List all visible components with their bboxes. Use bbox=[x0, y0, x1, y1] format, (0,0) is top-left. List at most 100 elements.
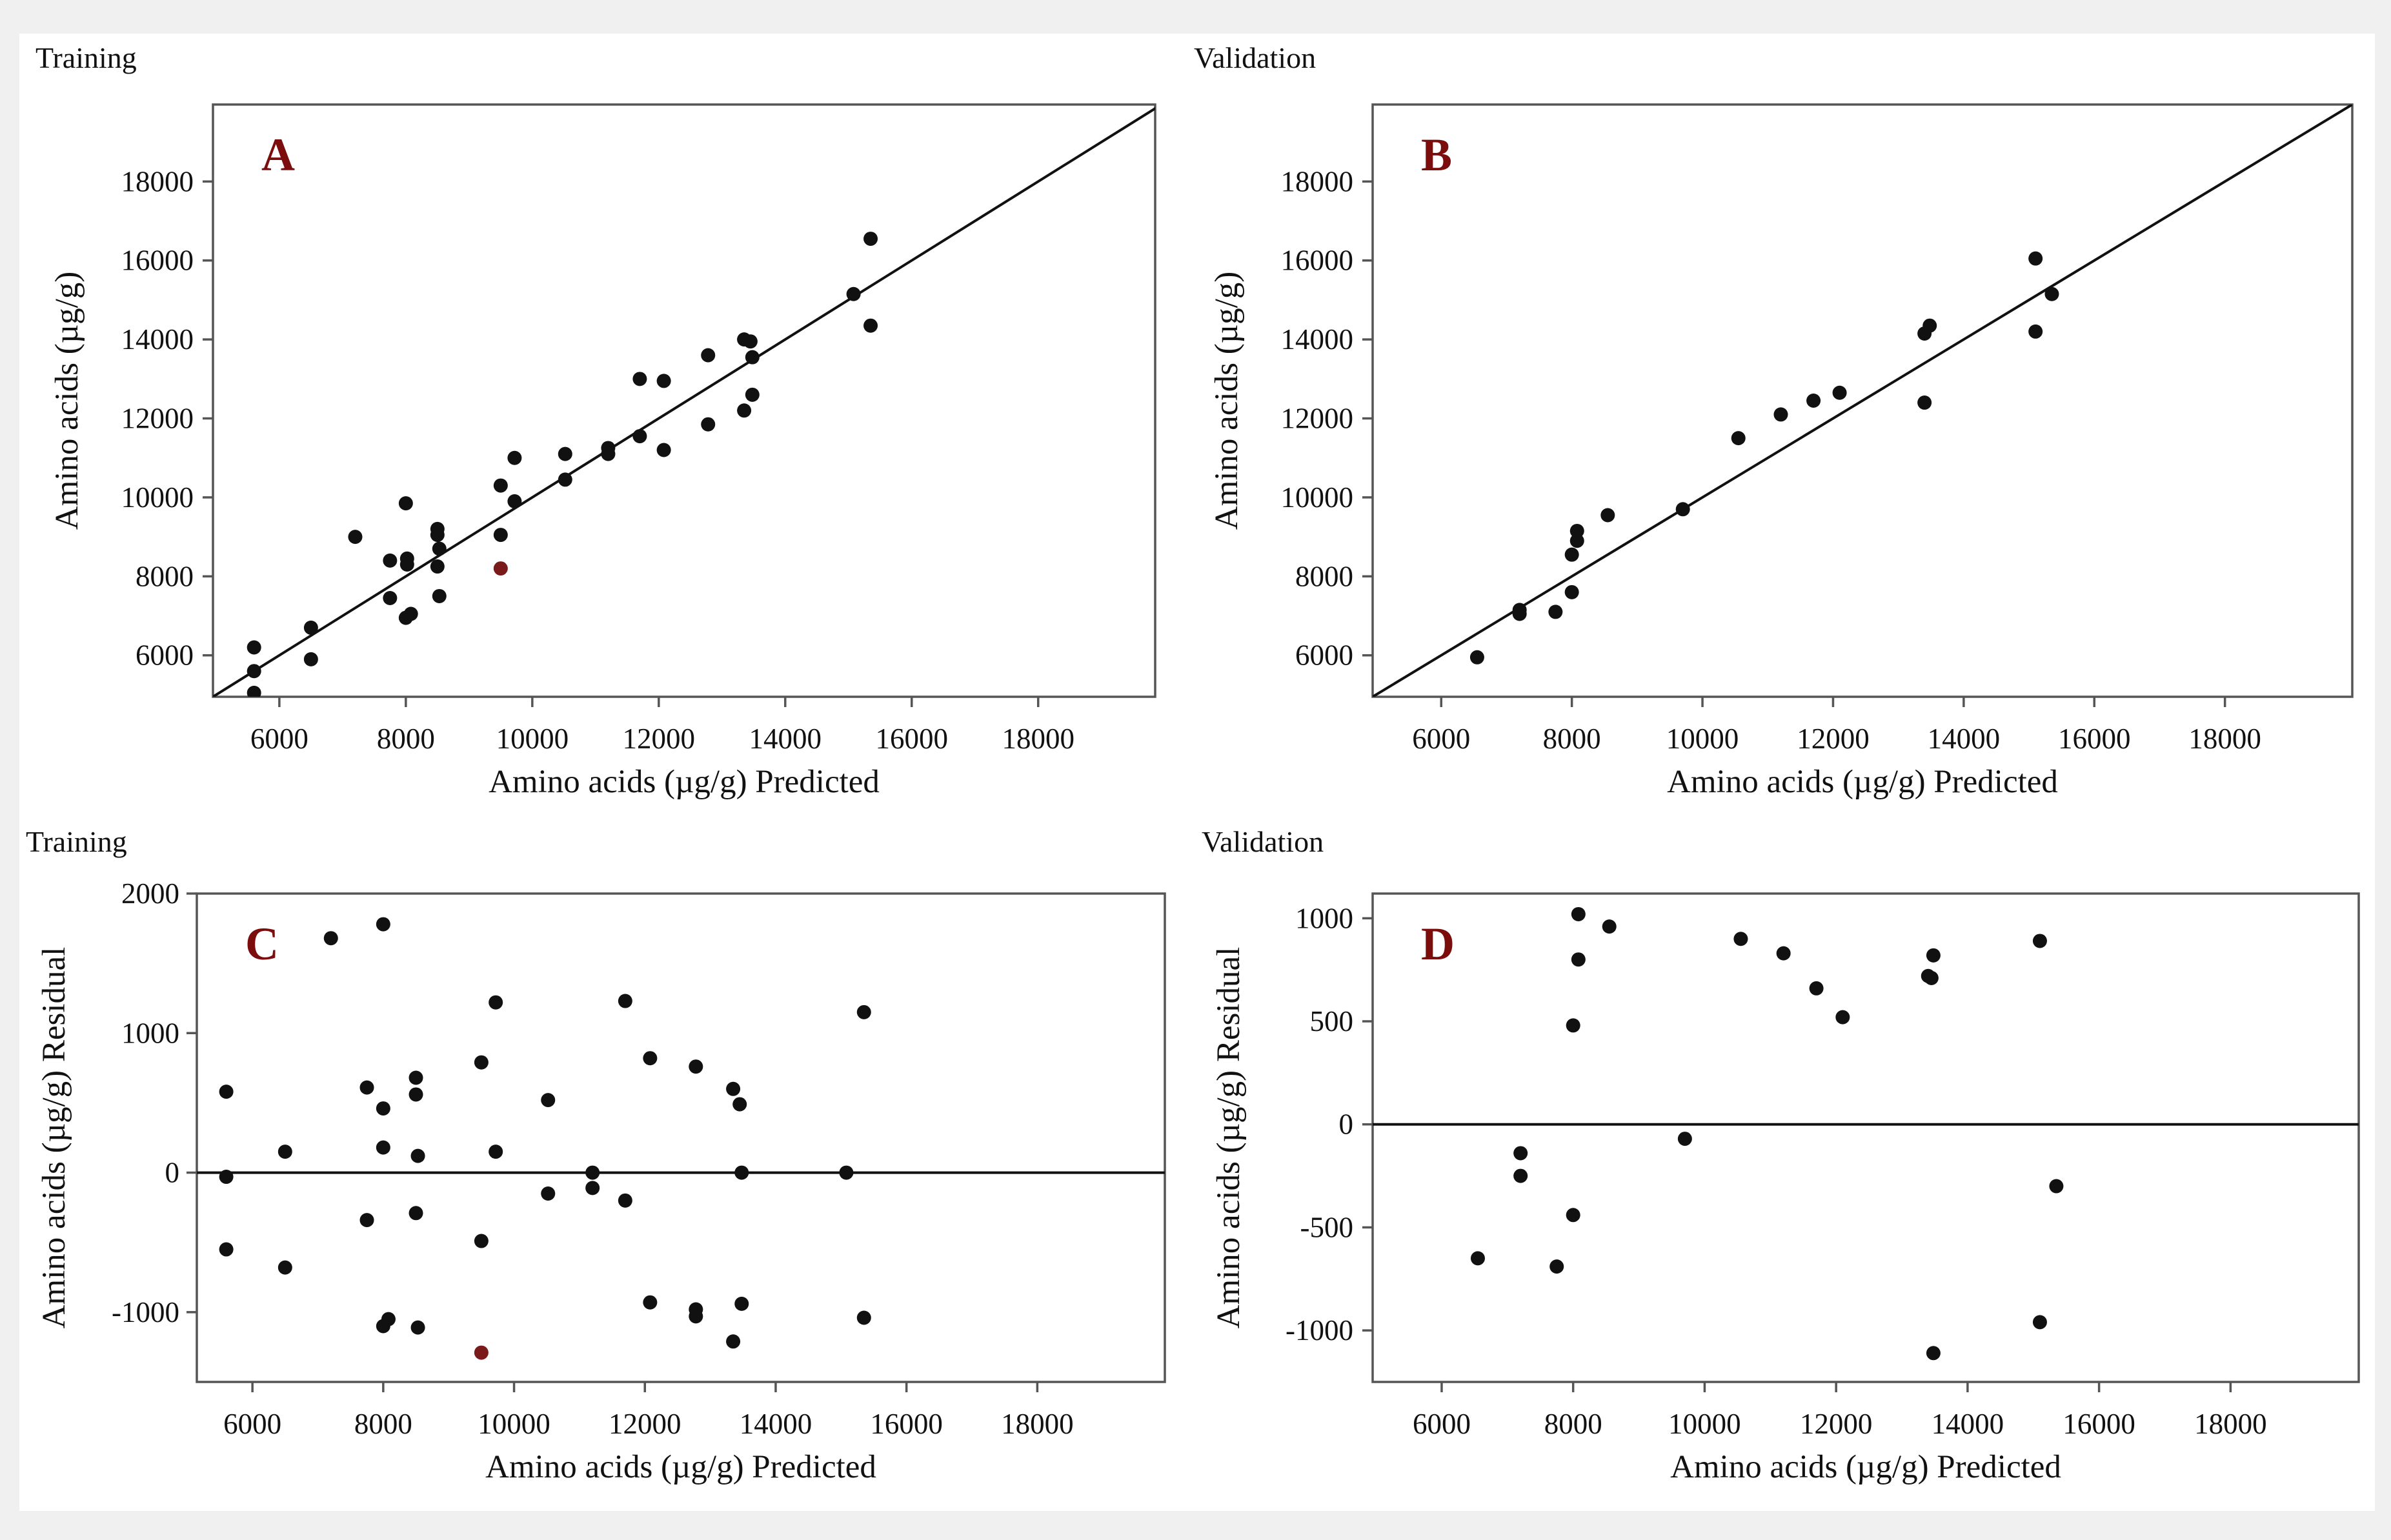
data-point bbox=[1602, 919, 1617, 934]
data-point bbox=[632, 372, 647, 386]
data-point bbox=[618, 1193, 632, 1208]
panel-letter: A bbox=[261, 129, 295, 181]
y-tick-label: 8000 bbox=[1295, 560, 1353, 592]
data-point bbox=[410, 1320, 425, 1335]
data-point bbox=[726, 1081, 741, 1096]
data-point bbox=[689, 1309, 703, 1324]
x-tick-label: 6000 bbox=[1412, 723, 1470, 755]
panel-letter: B bbox=[1421, 129, 1452, 181]
data-point bbox=[381, 1312, 396, 1326]
panel-b: Validation 6000 8000 10000 12000 14000 16000 18… bbox=[1194, 41, 2354, 800]
data-point bbox=[1513, 1168, 1528, 1183]
x-tick-label: 18000 bbox=[2194, 1408, 2267, 1440]
data-point bbox=[846, 286, 861, 301]
section-title: Training bbox=[26, 825, 127, 858]
y-axis-label: Amino acids (µg/g) bbox=[1209, 272, 1245, 530]
data-point bbox=[601, 446, 616, 461]
data-point bbox=[1924, 970, 1939, 985]
data-point bbox=[1548, 605, 1563, 619]
y-tick-label: 10000 bbox=[121, 481, 194, 514]
data-point bbox=[1571, 906, 1586, 921]
x-tick-label: 12000 bbox=[1800, 1408, 1873, 1440]
data-point bbox=[1731, 431, 1746, 446]
plot-area bbox=[1371, 892, 2360, 1383]
data-point bbox=[1513, 1146, 1528, 1161]
data-point bbox=[376, 1101, 390, 1116]
x-tick-label: 6000 bbox=[250, 723, 308, 755]
data-point bbox=[376, 917, 390, 932]
y-tick-label: 0 bbox=[1339, 1108, 1354, 1141]
data-point bbox=[1926, 948, 1941, 963]
data-point bbox=[376, 1140, 390, 1155]
data-point bbox=[701, 417, 716, 432]
y-axis-label: Amino acids (µg/g) bbox=[49, 272, 85, 530]
data-point bbox=[1564, 547, 1579, 562]
data-point bbox=[409, 1070, 423, 1085]
data-point bbox=[303, 620, 318, 635]
data-point bbox=[303, 652, 318, 666]
data-point bbox=[409, 1206, 423, 1221]
y-tick-label: 14000 bbox=[1281, 323, 1354, 355]
x-tick-label: 18000 bbox=[2188, 723, 2261, 755]
y-tick-label: 500 bbox=[1310, 1005, 1354, 1037]
x-tick-label: 8000 bbox=[377, 723, 435, 755]
data-point bbox=[541, 1093, 556, 1108]
x-axis-label: Amino acids (µg/g) Predicted bbox=[1670, 1449, 2061, 1485]
section-title: Validation bbox=[1194, 41, 1316, 74]
x-tick-label: 14000 bbox=[749, 723, 822, 755]
data-point bbox=[863, 318, 878, 333]
y-tick-label: -500 bbox=[1300, 1211, 1354, 1243]
data-point bbox=[839, 1165, 854, 1180]
y-tick-label: 6000 bbox=[136, 639, 194, 672]
data-point bbox=[585, 1181, 600, 1195]
outlier-point bbox=[474, 1345, 489, 1360]
plot-area bbox=[196, 892, 1166, 1383]
data-point bbox=[1809, 981, 1824, 995]
y-tick-label: 12000 bbox=[121, 403, 194, 435]
data-point bbox=[1469, 650, 1484, 665]
y-tick-label: 18000 bbox=[1281, 165, 1354, 197]
y-tick-label: 16000 bbox=[121, 245, 194, 277]
data-point bbox=[2028, 324, 2043, 339]
x-tick-label: 6000 bbox=[1413, 1408, 1471, 1440]
y-tick-label: 10000 bbox=[1281, 481, 1354, 514]
x-axis-label: Amino acids (µg/g) Predicted bbox=[1667, 764, 2058, 800]
y-tick-label: -1000 bbox=[1286, 1314, 1353, 1346]
data-point bbox=[398, 496, 413, 511]
data-point bbox=[399, 557, 414, 572]
x-tick-label: 16000 bbox=[2058, 723, 2131, 755]
data-point bbox=[219, 1242, 234, 1257]
plot-inner bbox=[213, 106, 1155, 697]
x-tick-label: 16000 bbox=[2063, 1408, 2135, 1440]
y-tick-label: 2000 bbox=[121, 877, 179, 910]
data-point bbox=[585, 1165, 600, 1180]
data-point bbox=[1600, 508, 1615, 523]
data-point bbox=[1566, 1208, 1580, 1223]
data-point bbox=[1733, 932, 1748, 946]
plot-inner bbox=[197, 917, 1165, 1360]
data-point bbox=[219, 1170, 234, 1185]
outlier-point bbox=[493, 561, 508, 576]
data-point bbox=[323, 931, 338, 946]
data-point bbox=[430, 528, 445, 543]
plot-inner bbox=[1373, 906, 2359, 1361]
data-point bbox=[726, 1334, 741, 1349]
data-point bbox=[1512, 606, 1527, 621]
plot-inner bbox=[1373, 105, 2352, 697]
data-point bbox=[656, 374, 671, 388]
data-point bbox=[745, 350, 760, 365]
data-point bbox=[2049, 1179, 2064, 1194]
y-tick-label: -1000 bbox=[112, 1296, 179, 1328]
section-title: Training bbox=[35, 41, 137, 74]
y-tick-label: 8000 bbox=[136, 560, 194, 592]
data-point bbox=[856, 1310, 871, 1325]
data-point bbox=[493, 478, 508, 493]
data-point bbox=[410, 1148, 425, 1163]
x-tick-label: 6000 bbox=[223, 1408, 281, 1440]
data-point bbox=[541, 1186, 556, 1201]
data-point bbox=[247, 664, 261, 679]
data-point bbox=[632, 429, 647, 444]
y-tick-label: 6000 bbox=[1295, 639, 1353, 672]
data-point bbox=[689, 1059, 703, 1074]
